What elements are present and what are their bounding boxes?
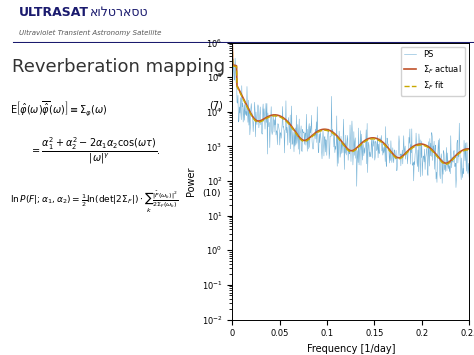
$\Sigma_F$ actual [461,147,467,152]
$\Sigma_F$ actual [424,143,429,148]
Text: אולטראסט: אולטראסט [90,6,149,20]
$\Sigma_F$ actual [466,147,472,151]
Legend: PS, $\Sigma_F$ actual, $\Sigma_F$ fit: PS, $\Sigma_F$ actual, $\Sigma_F$ fit [401,47,465,96]
PS [424,148,429,153]
PS [371,144,376,148]
PS [342,141,347,145]
$\Sigma_F$ fit [342,144,347,149]
PS [453,185,459,190]
Line: PS: PS [232,43,469,187]
Text: (7): (7) [210,100,223,110]
$\Sigma_F$ fit [443,162,449,166]
$\Sigma_F$ fit [466,148,472,152]
Text: $\mathrm{E}\left[\hat{\varphi}(\omega)\overline{\hat{\varphi}}(\omega)\right] \e: $\mathrm{E}\left[\hat{\varphi}(\omega)\o… [10,100,107,119]
$\Sigma_F$ actual [229,40,235,45]
$\Sigma_F$ fit [424,144,429,149]
$\Sigma_F$ actual [358,142,364,146]
PS [461,138,467,142]
Text: Ultraviolet Transient Astronomy Satellite: Ultraviolet Transient Astronomy Satellit… [19,30,161,36]
Text: $\ln P(F|; \alpha_1,\alpha_2) = \frac{1}{2}\ln(\det|2\Sigma_F|) \cdot \sum_k \fr: $\ln P(F|; \alpha_1,\alpha_2) = \frac{1}… [10,189,178,215]
$\Sigma_F$ fit [229,42,235,46]
$\Sigma_F$ actual [443,161,449,165]
$\Sigma_F$ fit [461,148,467,153]
$\Sigma_F$ fit [343,146,349,151]
PS [358,129,364,133]
Text: (10): (10) [202,189,220,198]
Text: $= \dfrac{\alpha_1^2 + \alpha_2^2 - 2\alpha_1\alpha_2\cos(\omega\tau)}{|\omega|^: $= \dfrac{\alpha_1^2 + \alpha_2^2 - 2\al… [29,136,160,166]
$\Sigma_F$ fit [371,137,376,141]
$\Sigma_F$ actual [342,143,347,148]
$\Sigma_F$ fit [358,143,364,147]
PS [343,153,349,157]
Y-axis label: Power: Power [186,166,196,196]
$\Sigma_F$ actual [371,136,376,140]
PS [229,40,235,45]
X-axis label: Frequency [1/day]: Frequency [1/day] [307,344,395,354]
Text: Reverberation mapping: Reverberation mapping [12,58,225,76]
$\Sigma_F$ actual [343,145,349,149]
Text: ULTRASAT: ULTRASAT [19,6,89,20]
Line: $\Sigma_F$ actual: $\Sigma_F$ actual [232,43,469,163]
Line: $\Sigma_F$ fit: $\Sigma_F$ fit [232,44,469,164]
PS [466,176,472,180]
